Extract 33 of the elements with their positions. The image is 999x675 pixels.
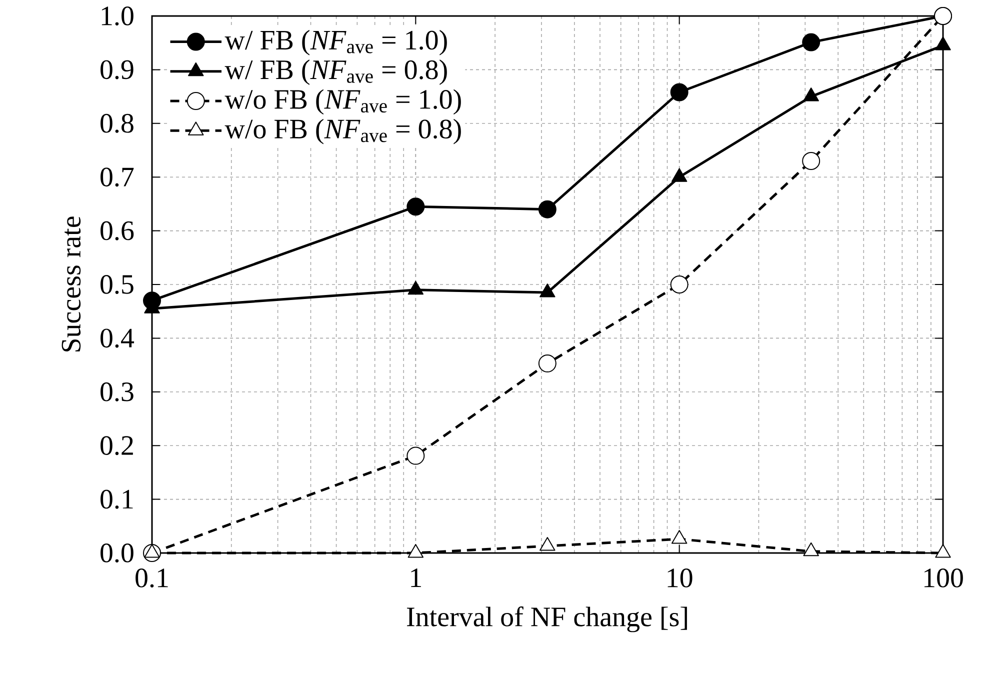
point — [408, 280, 424, 295]
point — [671, 530, 688, 544]
point — [802, 33, 820, 52]
point — [671, 168, 688, 182]
point — [935, 544, 951, 558]
y-tick-label: 0.4 — [100, 328, 134, 348]
y-tick-label: 0.2 — [100, 436, 133, 456]
y-tick-label: 0.1 — [100, 490, 133, 509]
legend-label: w/o FB (NF$_{ave}$ = 1.0) — [224, 89, 461, 115]
point — [803, 542, 819, 556]
y-tick-label: 0.7 — [100, 168, 134, 187]
point — [408, 544, 424, 558]
y-tick-label: 0.9 — [100, 60, 134, 80]
point — [538, 200, 556, 218]
legend-label: w/ FB (NF$_{ave}$ = 1.0) — [224, 30, 447, 56]
y-tick-label: 0.8 — [100, 114, 134, 133]
x-axis-title: Interval of NF change [s] — [407, 606, 687, 632]
point — [406, 198, 425, 216]
y-tick-label: 0.3 — [100, 382, 134, 402]
legend-label: w/ FB (NF$_{ave}$ = 0.8) — [224, 60, 447, 85]
x-tick-label: 100 — [924, 568, 963, 588]
point — [670, 83, 688, 102]
y-tick-label: 1.0 — [102, 6, 134, 26]
x-tick-label: 0.1 — [136, 568, 168, 588]
point — [540, 284, 556, 298]
y-tick-label: 0.0 — [100, 543, 134, 563]
legend-label: w/o FB (NF$_{ave}$ = 0.8) — [224, 118, 461, 144]
x-tick-label: 10 — [668, 568, 692, 588]
point — [540, 537, 556, 551]
y-axis-title: Success rate — [62, 216, 81, 352]
y-tick-label: 0.5 — [100, 274, 134, 294]
y-tick-label: 0.6 — [100, 221, 134, 240]
x-tick-label: 1 — [411, 568, 421, 588]
